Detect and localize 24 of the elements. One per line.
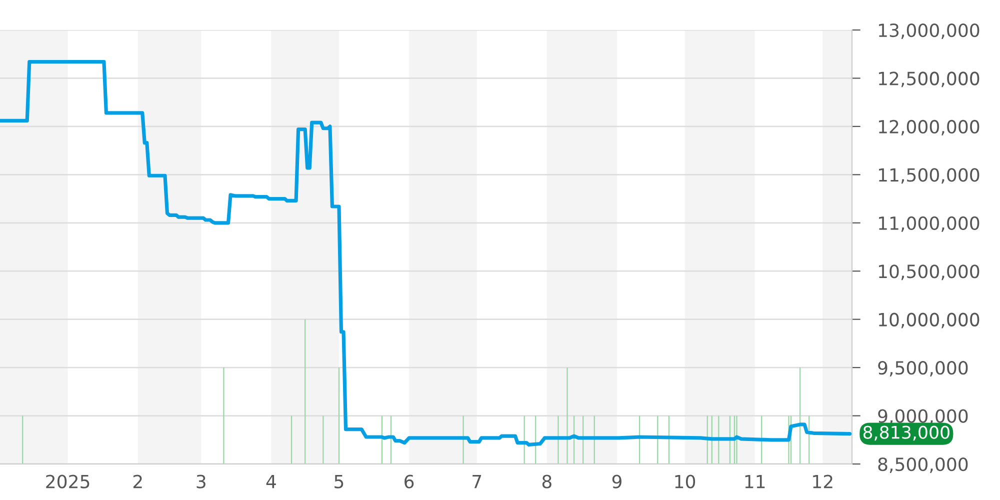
x-tick-label: 3	[196, 474, 206, 488]
x-tick-label: 11	[745, 474, 765, 488]
x-tick-label: 8	[542, 474, 552, 488]
line-series	[0, 60, 852, 447]
x-tick-label: 2025	[46, 474, 90, 488]
x-tick-label: 5	[334, 474, 344, 488]
y-tick-label: 10,000,000	[878, 312, 980, 328]
y-tick-label: 9,000,000	[878, 409, 968, 425]
y-tick-label: 11,500,000	[878, 168, 980, 184]
x-tick-label: 7	[472, 474, 482, 488]
y-tick-label: 9,500,000	[878, 361, 968, 377]
y-tick-label: 12,500,000	[878, 72, 980, 88]
x-tick-label: 9	[612, 474, 622, 488]
y-tick-label: 8,500,000	[878, 457, 968, 473]
x-tick-label: 12	[813, 474, 832, 488]
x-tick-label: 2	[133, 474, 142, 488]
y-tick-label: 10,500,000	[878, 264, 980, 280]
y-tick-label: 11,000,000	[878, 216, 980, 232]
annotation: 8,813,000	[863, 426, 950, 441]
y-tick-label: 12,000,000	[878, 120, 980, 136]
y-tick-label: 13,000,000	[878, 23, 980, 39]
x-tick-label: 10	[675, 474, 696, 488]
x-tick-label: 4	[266, 474, 276, 488]
x-tick-label: 6	[404, 474, 414, 488]
